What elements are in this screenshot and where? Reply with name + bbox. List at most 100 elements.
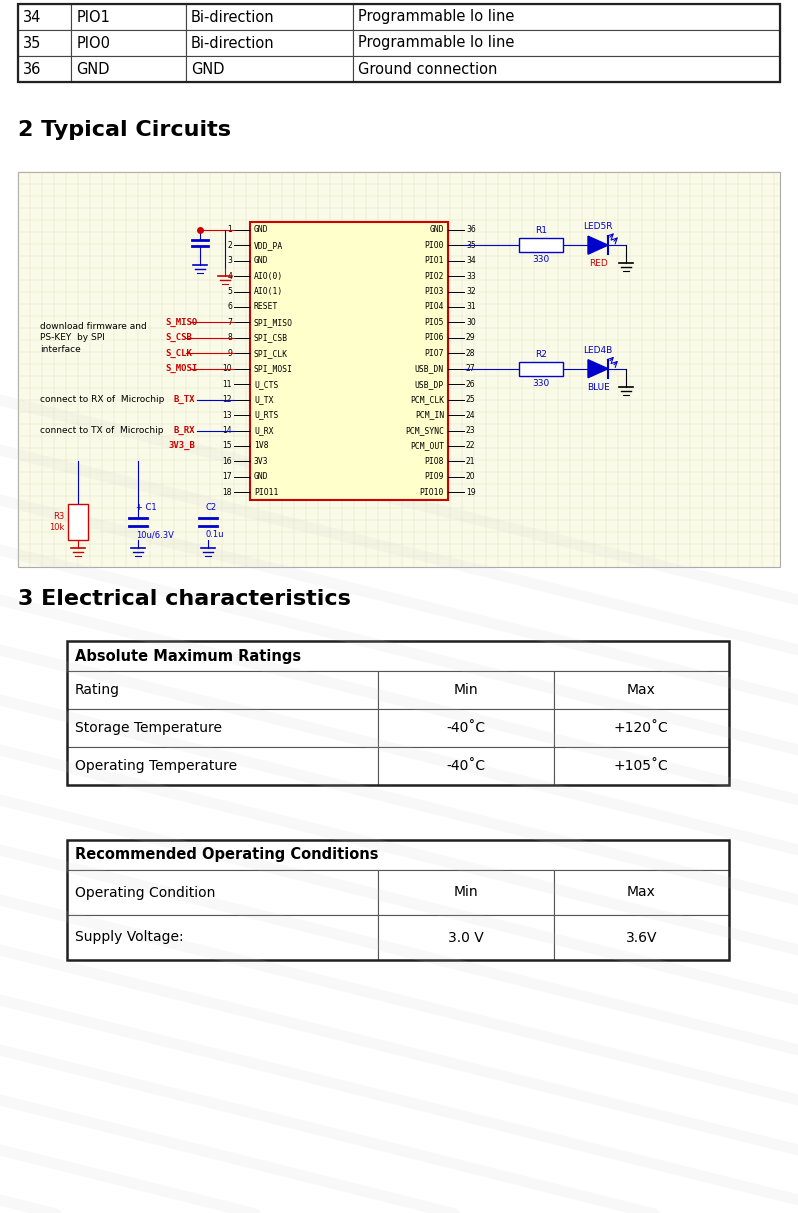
Text: GND: GND bbox=[429, 226, 444, 234]
Text: 34: 34 bbox=[23, 10, 41, 24]
Text: 4: 4 bbox=[227, 272, 232, 280]
Bar bbox=[67, 640, 729, 785]
Text: 330: 330 bbox=[532, 255, 550, 264]
Text: S_CLK: S_CLK bbox=[165, 348, 192, 358]
Text: Min: Min bbox=[453, 683, 478, 697]
Text: PIO5: PIO5 bbox=[425, 318, 444, 326]
Bar bbox=[71, 56, 186, 82]
Text: PCM_OUT: PCM_OUT bbox=[410, 442, 444, 450]
Text: U_TX: U_TX bbox=[254, 395, 274, 404]
Text: PIO8: PIO8 bbox=[425, 457, 444, 466]
Bar bbox=[18, 30, 71, 56]
Bar bbox=[67, 671, 378, 710]
Text: U_CTS: U_CTS bbox=[254, 380, 279, 388]
Text: PCM_IN: PCM_IN bbox=[415, 410, 444, 420]
Bar bbox=[186, 56, 354, 82]
Bar bbox=[186, 30, 354, 56]
Bar bbox=[378, 710, 554, 747]
Text: 15: 15 bbox=[223, 442, 232, 450]
Text: 5: 5 bbox=[227, 287, 232, 296]
Text: 35: 35 bbox=[23, 35, 41, 51]
Text: 0.1u: 0.1u bbox=[206, 530, 224, 539]
Bar bbox=[354, 56, 780, 82]
Text: GND: GND bbox=[191, 62, 224, 76]
Text: 3V3_B: 3V3_B bbox=[168, 442, 195, 450]
Text: 1: 1 bbox=[227, 226, 232, 234]
Text: Bi-direction: Bi-direction bbox=[191, 10, 275, 24]
Text: AIO(1): AIO(1) bbox=[254, 287, 283, 296]
Text: 3V3: 3V3 bbox=[254, 457, 269, 466]
Text: RESET: RESET bbox=[254, 302, 279, 312]
Text: SPI_CSB: SPI_CSB bbox=[254, 334, 288, 342]
Text: 2 Typical Circuits: 2 Typical Circuits bbox=[18, 120, 231, 139]
Bar bbox=[186, 4, 354, 30]
Text: R1: R1 bbox=[535, 226, 547, 235]
Bar bbox=[67, 710, 378, 747]
Text: 6: 6 bbox=[227, 302, 232, 312]
Text: 20: 20 bbox=[466, 472, 476, 482]
Text: 2: 2 bbox=[227, 240, 232, 250]
Text: PIO11: PIO11 bbox=[254, 488, 279, 497]
Text: 3: 3 bbox=[227, 256, 232, 266]
Text: U_RTS: U_RTS bbox=[254, 410, 279, 420]
Text: Ground connection: Ground connection bbox=[358, 62, 498, 76]
Text: 330: 330 bbox=[532, 378, 550, 388]
Text: Programmable Io line: Programmable Io line bbox=[358, 35, 515, 51]
Text: 35: 35 bbox=[466, 240, 476, 250]
Text: 7: 7 bbox=[227, 318, 232, 326]
Text: U_RX: U_RX bbox=[254, 426, 274, 435]
Text: RED: RED bbox=[589, 260, 607, 268]
Text: PIO9: PIO9 bbox=[425, 472, 444, 482]
Text: S_MOSI: S_MOSI bbox=[165, 364, 197, 374]
Polygon shape bbox=[588, 360, 608, 377]
Text: 16: 16 bbox=[223, 457, 232, 466]
Bar bbox=[67, 915, 378, 959]
Text: Programmable Io line: Programmable Io line bbox=[358, 10, 515, 24]
Bar bbox=[67, 640, 729, 671]
Text: VDD_PA: VDD_PA bbox=[254, 240, 283, 250]
Text: Bi-direction: Bi-direction bbox=[191, 35, 275, 51]
Bar bbox=[18, 56, 71, 82]
Bar bbox=[18, 4, 71, 30]
Text: -40˚C: -40˚C bbox=[446, 721, 485, 735]
Text: 24: 24 bbox=[466, 410, 476, 420]
Text: 25: 25 bbox=[466, 395, 476, 404]
Text: 21: 21 bbox=[466, 457, 476, 466]
Text: +120˚C: +120˚C bbox=[614, 721, 669, 735]
Bar bbox=[378, 747, 554, 785]
Text: SPI_CLK: SPI_CLK bbox=[254, 349, 288, 358]
Text: R3
10k: R3 10k bbox=[49, 512, 64, 533]
Text: Operating Temperature: Operating Temperature bbox=[75, 759, 237, 773]
Text: 36: 36 bbox=[23, 62, 41, 76]
Text: 28: 28 bbox=[466, 349, 476, 358]
Bar bbox=[378, 671, 554, 710]
Text: PIO0: PIO0 bbox=[77, 35, 110, 51]
Text: Recommended Operating Conditions: Recommended Operating Conditions bbox=[75, 848, 378, 862]
Text: 30: 30 bbox=[466, 318, 476, 326]
Bar bbox=[554, 915, 729, 959]
Text: 23: 23 bbox=[466, 426, 476, 435]
Text: 3.6V: 3.6V bbox=[626, 930, 657, 945]
Text: Max: Max bbox=[627, 885, 656, 900]
Text: PCM_SYNC: PCM_SYNC bbox=[405, 426, 444, 435]
Text: SPI_MISO: SPI_MISO bbox=[254, 318, 293, 326]
Text: SPI_MOSI: SPI_MOSI bbox=[254, 364, 293, 374]
Text: download firmware and
PS-KEY  by SPI
interface: download firmware and PS-KEY by SPI inte… bbox=[40, 321, 147, 354]
Text: S_MISO: S_MISO bbox=[165, 318, 197, 328]
Bar bbox=[67, 839, 729, 870]
Text: PIO2: PIO2 bbox=[425, 272, 444, 280]
Text: Min: Min bbox=[453, 885, 478, 900]
Text: 9: 9 bbox=[227, 349, 232, 358]
Text: Rating: Rating bbox=[75, 683, 120, 697]
Text: Storage Temperature: Storage Temperature bbox=[75, 721, 222, 735]
Text: 17: 17 bbox=[223, 472, 232, 482]
Text: Absolute Maximum Ratings: Absolute Maximum Ratings bbox=[75, 649, 301, 664]
Text: 13: 13 bbox=[223, 410, 232, 420]
Text: USB_DP: USB_DP bbox=[415, 380, 444, 388]
Text: PIO7: PIO7 bbox=[425, 349, 444, 358]
Bar bbox=[554, 747, 729, 785]
Text: C2: C2 bbox=[206, 503, 217, 512]
Text: 10: 10 bbox=[223, 364, 232, 374]
Text: PIO4: PIO4 bbox=[425, 302, 444, 312]
Bar bbox=[18, 4, 780, 82]
